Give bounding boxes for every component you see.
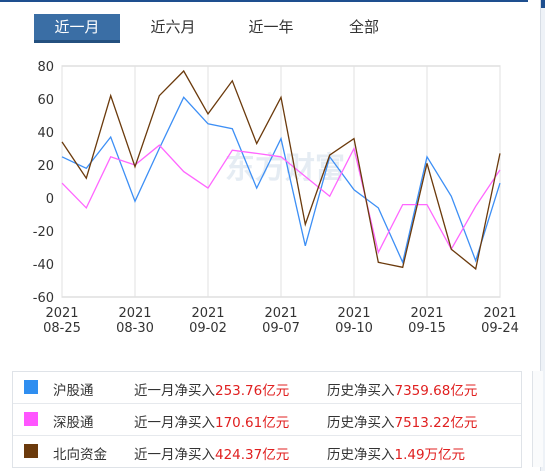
y-tick-label: -20 <box>33 225 54 240</box>
x-tick-date: 09-24 <box>481 321 519 336</box>
x-tick-year: 2021 <box>483 306 516 321</box>
x-tick-date: 09-07 <box>262 321 300 336</box>
history-net-buy: 历史净买入7359.68亿元 <box>327 383 478 399</box>
line-chart: 东方财富-60-40-20020406080202108-25202108-30… <box>33 60 519 336</box>
y-tick-label: -40 <box>33 258 54 273</box>
x-tick-date: 09-10 <box>335 321 373 336</box>
panel-top-border <box>0 0 528 2</box>
legend-row-hgt: 沪股通 近一月净买入253.76亿元 历史净买入7359.68亿元 <box>13 372 521 404</box>
series-swatch <box>24 412 38 426</box>
recent-net-buy: 近一月净买入253.76亿元 <box>134 383 290 399</box>
y-tick-label: 0 <box>46 192 54 207</box>
y-tick-label: 20 <box>37 159 54 174</box>
series-name: 深股通 <box>53 415 94 431</box>
recent-net-buy: 近一月净买入424.37亿元 <box>134 447 290 463</box>
series-swatch <box>24 380 38 394</box>
x-tick-date: 08-30 <box>116 321 154 336</box>
right-scroll-strip <box>541 0 545 471</box>
x-tick-year: 2021 <box>191 306 224 321</box>
tab-6-months[interactable]: 近六月 <box>150 18 196 36</box>
x-tick-date: 09-15 <box>408 321 446 336</box>
series-swatch <box>24 444 38 458</box>
side-panel-edge <box>532 371 543 467</box>
x-tick-year: 2021 <box>45 306 78 321</box>
y-tick-label: 40 <box>37 126 54 141</box>
series-name: 北向资金 <box>53 447 107 463</box>
y-tick-label: 60 <box>37 93 54 108</box>
y-tick-label: -60 <box>33 291 54 306</box>
x-tick-year: 2021 <box>410 306 443 321</box>
series-line-0 <box>61 96 501 265</box>
y-tick-label: 80 <box>37 60 54 75</box>
tab-1-year[interactable]: 近一年 <box>248 18 294 36</box>
series-line-2 <box>61 69 501 271</box>
legend-table: 沪股通 近一月净买入253.76亿元 历史净买入7359.68亿元 深股通 近一… <box>12 371 522 468</box>
legend-row-northbound: 北向资金 近一月净买入424.37亿元 历史净买入1.49万亿元 <box>13 436 521 467</box>
legend-row-sgt: 深股通 近一月净买入170.61亿元 历史净买入7513.22亿元 <box>13 404 521 436</box>
series-name: 沪股通 <box>53 383 94 399</box>
x-tick-year: 2021 <box>264 306 297 321</box>
x-tick-year: 2021 <box>118 306 151 321</box>
x-tick-date: 08-25 <box>43 321 81 336</box>
history-net-buy: 历史净买入1.49万亿元 <box>327 447 466 463</box>
recent-net-buy: 近一月净买入170.61亿元 <box>134 415 290 431</box>
x-tick-date: 09-02 <box>189 321 227 336</box>
x-tick-year: 2021 <box>337 306 370 321</box>
history-net-buy: 历史净买入7513.22亿元 <box>327 415 478 431</box>
tab-1-month[interactable]: 近一月 <box>34 14 120 43</box>
tab-all[interactable]: 全部 <box>348 18 379 36</box>
